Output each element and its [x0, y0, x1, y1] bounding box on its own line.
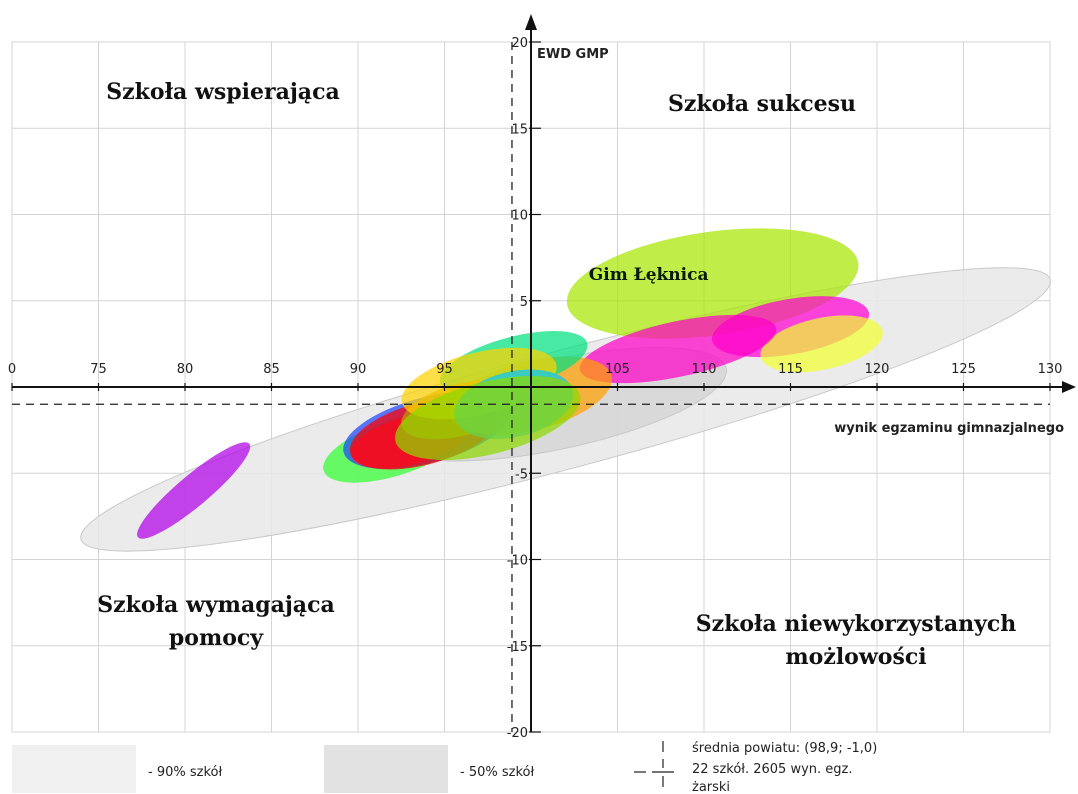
annotation-gim-leknica: Gim Łęknica	[589, 265, 709, 285]
x-tick-label: 105	[605, 362, 630, 377]
quadrant-label-top-right: Szkoła sukcesu	[668, 91, 856, 117]
x-tick-label: 90	[350, 362, 367, 377]
y-tick-label: -10	[507, 554, 528, 569]
x-tick-label: 0	[8, 362, 16, 377]
x-tick-label: 95	[436, 362, 453, 377]
quadrant-label-bottom-right-line1: Szkoła niewykorzystanych	[696, 611, 1017, 637]
y-tick-label: 10	[511, 209, 528, 224]
y-tick-label: 15	[511, 122, 528, 137]
x-tick-label: 110	[692, 362, 717, 377]
y-axis-arrow	[525, 14, 537, 30]
x-axis-arrow	[1062, 381, 1076, 393]
y-tick-label: 5	[520, 295, 528, 310]
y-tick-label: 20	[511, 36, 528, 51]
y-tick-label: -15	[507, 640, 528, 655]
x-tick-label: 80	[177, 362, 194, 377]
legend-mean-line2: 22 szkół. 2605 wyn. egz.	[692, 762, 853, 777]
x-tick-label: 130	[1038, 362, 1063, 377]
quadrant-label-bottom-left-line1: Szkoła wymagająca	[97, 592, 334, 618]
legend-label-50: - 50% szkół	[460, 765, 534, 780]
x-axis-title: wynik egzaminu gimnazjalnego	[834, 421, 1064, 436]
quadrant-label-top-left: Szkoła wspierająca	[106, 79, 339, 105]
x-tick-label: 125	[951, 362, 976, 377]
quadrant-label-bottom-right-line2: możlowości	[785, 644, 926, 670]
x-tick-label: 75	[90, 362, 107, 377]
legend-mean-line1: średnia powiatu: (98,9; -1,0)	[692, 741, 877, 756]
legend-swatch-50	[324, 745, 448, 793]
y-axis-title: EWD GMP	[537, 47, 609, 62]
x-tick-label: 85	[263, 362, 280, 377]
x-tick-label: 120	[865, 362, 890, 377]
legend-mean-marker	[634, 741, 674, 787]
legend-label-90: - 90% szkół	[148, 765, 222, 780]
legend-swatch-90	[12, 745, 136, 793]
y-tick-label: -5	[515, 467, 528, 482]
y-tick-label: -20	[507, 726, 528, 741]
legend-mean-line3: żarski	[692, 780, 730, 794]
legend: - 90% szkół - 50% szkół średnia powiatu:…	[12, 741, 877, 794]
quadrant-label-bottom-left-line2: pomocy	[169, 625, 264, 651]
x-tick-label: 115	[778, 362, 803, 377]
